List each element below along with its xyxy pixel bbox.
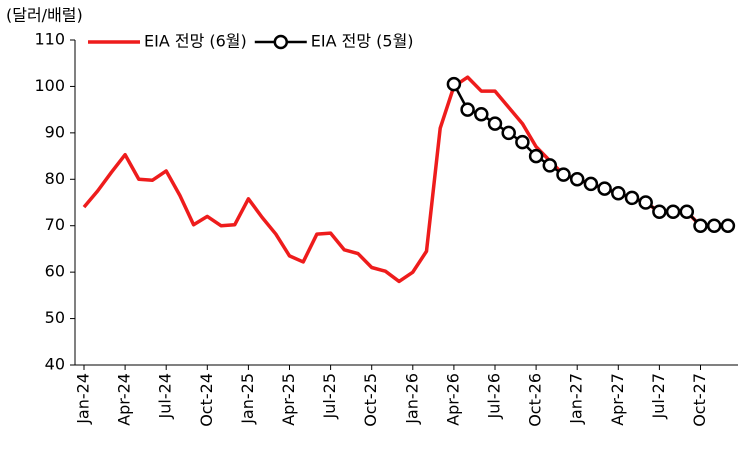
point: [487, 116, 503, 131]
unit-label: (달러/배럴): [6, 6, 83, 25]
legend-label: EIA 전망 (6월): [144, 32, 247, 51]
point: [460, 102, 475, 117]
x-tick-label: Oct-27: [690, 373, 709, 427]
point: [679, 204, 695, 220]
point: [597, 181, 612, 196]
point: [611, 185, 626, 201]
legend-label: EIA 전망 (5월): [311, 32, 414, 51]
x-tick-label: Jul-25: [320, 373, 339, 419]
x-tick-label: Jan-25: [238, 373, 257, 425]
point: [556, 167, 571, 182]
x-tick-label: Jan-24: [74, 373, 93, 425]
x-tick-label: Oct-24: [197, 373, 216, 427]
point: [446, 76, 462, 92]
point: [528, 148, 544, 164]
y-tick-label: 70: [45, 215, 65, 234]
x-tick-label: Apr-26: [443, 373, 462, 426]
y-tick-label: 50: [45, 308, 65, 327]
y-tick-label: 60: [45, 262, 65, 281]
y-tick-label: 110: [34, 30, 65, 49]
x-tick-label: Apr-25: [279, 373, 298, 426]
point: [720, 218, 736, 233]
point: [665, 204, 681, 220]
point: [501, 125, 516, 141]
y-tick-label: 100: [34, 76, 65, 95]
point: [706, 218, 722, 233]
legend-marker: [273, 34, 289, 50]
point: [474, 107, 489, 122]
x-tick-label: Apr-27: [608, 373, 627, 426]
x-tick-label: Jan-27: [567, 373, 586, 425]
point: [542, 158, 558, 173]
x-tick-label: Jul-27: [649, 373, 668, 419]
y-tick-label: 90: [45, 122, 65, 141]
x-tick-label: Jul-24: [156, 373, 175, 419]
point: [624, 190, 640, 206]
point: [583, 176, 599, 192]
point: [638, 195, 653, 210]
y-tick-label: 40: [45, 355, 65, 374]
x-tick-label: Oct-26: [526, 373, 545, 427]
x-tick-label: Oct-25: [361, 373, 380, 427]
point: [569, 172, 585, 187]
series-line: [452, 83, 728, 227]
point: [515, 134, 530, 150]
y-tick-label: 80: [45, 169, 65, 188]
x-tick-label: Jul-26: [485, 373, 504, 419]
x-tick-label: Jan-26: [402, 373, 421, 425]
point: [693, 218, 708, 233]
x-tick-label: Apr-24: [115, 373, 134, 426]
point: [652, 204, 667, 220]
series-line: [82, 75, 728, 284]
